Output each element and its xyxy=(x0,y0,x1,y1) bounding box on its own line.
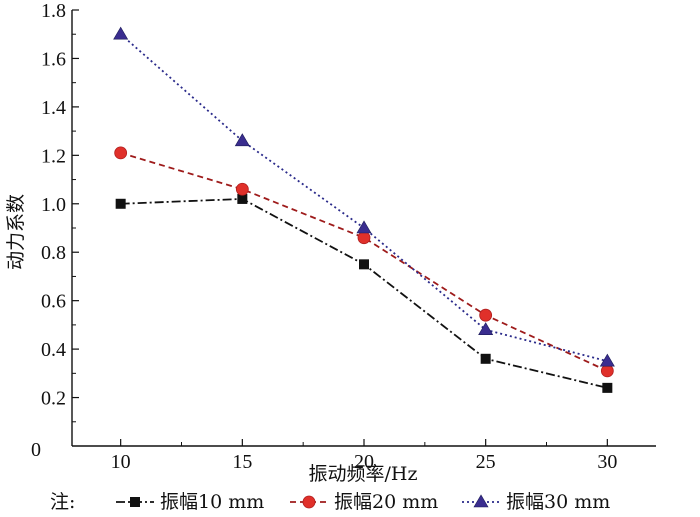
y-tick-label: 1.2 xyxy=(41,145,66,167)
data-point xyxy=(359,259,369,270)
series-3 xyxy=(113,26,615,367)
data-point xyxy=(602,382,613,393)
series-1 xyxy=(115,193,613,393)
legend-label: 振幅10 mm xyxy=(160,491,264,513)
y-tick-label: 1.0 xyxy=(41,194,66,216)
y-tick-label: 0.2 xyxy=(41,388,66,410)
data-point xyxy=(115,198,126,209)
axes: 0.2 0.4 0.6 0.8 1.0 1.2 1.4 1.6 1.8 10 15 20 25 30 xyxy=(41,0,656,473)
data-point xyxy=(234,133,250,147)
y-tick-label: 1.4 xyxy=(41,97,66,119)
series-layer xyxy=(113,26,615,393)
legend-entry: 振幅10 mm xyxy=(116,491,264,513)
data-point xyxy=(235,182,249,196)
data-point xyxy=(600,364,614,378)
x-tick-label: 15 xyxy=(232,451,252,473)
x-axis-title: 振动频率/Hz xyxy=(309,463,418,485)
data-point xyxy=(114,146,128,160)
legend: 注: 振幅10 mm 振幅20 mm 振幅30 mm xyxy=(50,491,610,513)
series-2 xyxy=(114,146,614,378)
legend-entry: 振幅20 mm xyxy=(290,491,438,513)
x-tick-label: 10 xyxy=(111,451,131,473)
y-axis-title: 动力系数 xyxy=(5,194,27,270)
x-tick-label: 25 xyxy=(476,451,496,473)
data-point xyxy=(356,220,372,234)
data-point xyxy=(599,353,615,367)
y-tick-label: 0.8 xyxy=(41,242,66,264)
x-tick-label: 20 xyxy=(354,451,374,473)
legend-entry: 振幅30 mm xyxy=(462,491,610,513)
data-point xyxy=(479,308,493,322)
data-point xyxy=(113,26,129,40)
data-point xyxy=(480,353,491,364)
legend-label: 振幅20 mm xyxy=(334,491,438,513)
data-point xyxy=(357,231,371,245)
legend-marker xyxy=(130,497,140,507)
data-point xyxy=(478,322,494,336)
y-tick-label: 0.6 xyxy=(41,291,66,313)
legend-marker xyxy=(302,495,316,509)
origin-label: 0 xyxy=(31,439,41,461)
x-tick-label: 30 xyxy=(597,451,617,473)
data-point xyxy=(237,193,248,204)
legend-marker xyxy=(473,494,489,508)
series-line xyxy=(120,33,608,363)
y-tick-label: 1.6 xyxy=(41,48,66,70)
legend-prefix: 注: xyxy=(50,491,75,513)
y-tick-label: 0.4 xyxy=(41,339,66,361)
series-line xyxy=(120,152,608,372)
labels: 振动频率/Hz 动力系数 0 xyxy=(5,194,417,485)
y-tick-label: 1.8 xyxy=(41,0,66,22)
legend-label: 振幅30 mm xyxy=(506,491,610,513)
